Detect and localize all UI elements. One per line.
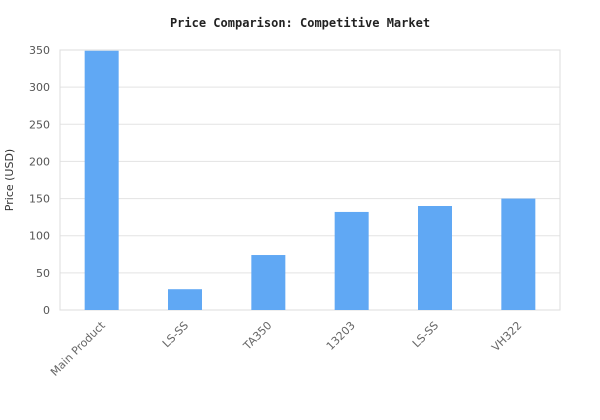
bar — [501, 198, 536, 310]
bar — [84, 50, 119, 310]
bar — [334, 211, 369, 310]
y-tick-label: 0 — [43, 304, 50, 317]
bar — [168, 289, 202, 310]
y-tick-label: 250 — [29, 118, 50, 131]
y-axis-label: Price (USD) — [3, 149, 16, 211]
bar — [251, 255, 286, 310]
x-tick-label: TA350 — [240, 319, 274, 353]
plot-frame — [59, 49, 561, 311]
y-tick-label: 200 — [29, 155, 50, 168]
x-tick-label: VH322 — [489, 319, 524, 354]
y-tick-label: 100 — [29, 230, 50, 243]
y-tick-label: 300 — [29, 81, 50, 94]
x-tick-label: 13203 — [324, 319, 358, 353]
chart-title: Price Comparison: Competitive Market — [170, 16, 430, 30]
y-tick-label: 350 — [29, 44, 50, 57]
x-tick-label: Main Product — [48, 318, 108, 378]
x-tick-label: LS-SS — [160, 319, 191, 350]
x-tick-label: LS-SS — [410, 319, 441, 350]
y-tick-label: 150 — [29, 193, 50, 206]
y-tick-label: 50 — [36, 267, 50, 280]
bar — [418, 206, 452, 310]
